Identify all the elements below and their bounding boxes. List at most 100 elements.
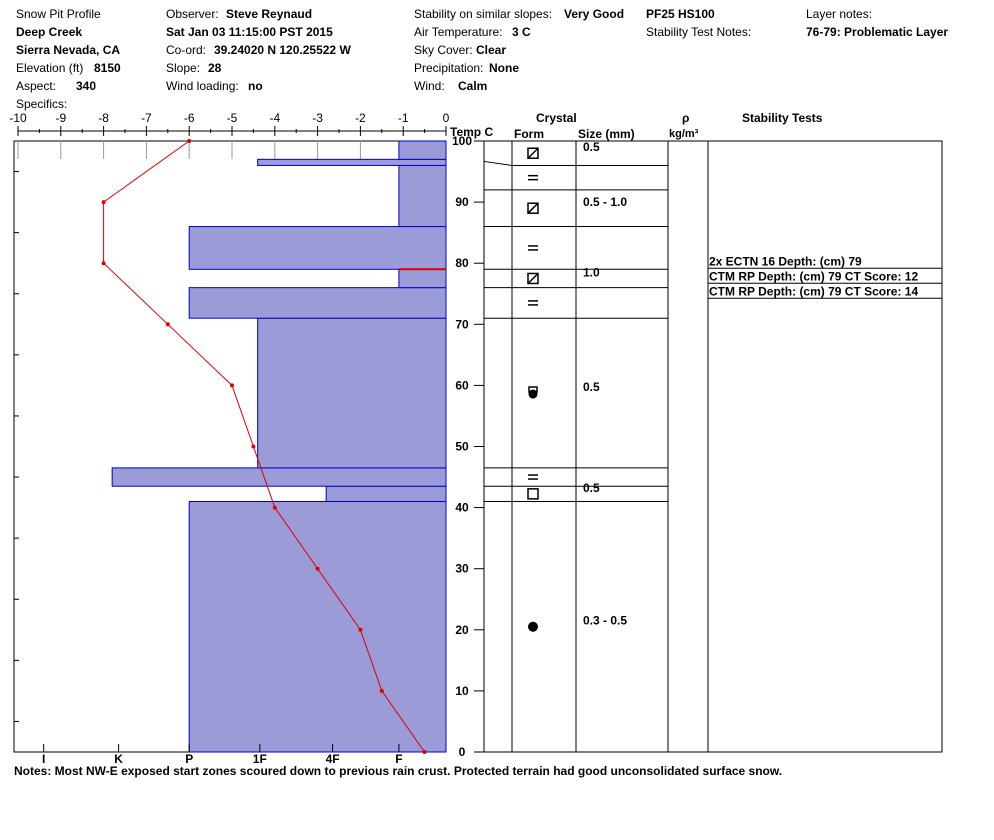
wind-loading-value: no — [248, 79, 263, 93]
crystal-size: 0.5 — [583, 481, 600, 495]
footer-notes: Notes: Most NW-E exposed start zones sco… — [14, 764, 783, 778]
hardness-label-1F: 1F — [253, 752, 267, 766]
crystal-form-melt-form-icon — [528, 621, 538, 632]
height-tick-label: 40 — [455, 501, 469, 515]
temperature-point — [101, 200, 106, 205]
region-name: Sierra Nevada, CA — [16, 43, 121, 57]
temp-tick-label: -8 — [98, 111, 109, 125]
temperature-point — [358, 627, 363, 632]
hardness-bar-8 — [257, 158, 447, 166]
crystal-size: 1.0 — [583, 265, 600, 279]
faceted-slash — [527, 202, 539, 214]
pf-hs-value: PF25 HS100 — [646, 7, 715, 21]
hardness-bar-3 — [257, 317, 447, 469]
hardness-bar-9 — [398, 140, 447, 160]
layer-connector — [483, 160, 513, 166]
slope-value: 28 — [208, 61, 222, 75]
crystal-form-faceted-icon — [527, 488, 539, 500]
crystal-form-faceted-rounded-icon — [527, 202, 539, 214]
height-tick-label: 100 — [452, 134, 472, 148]
height-tick-label: 90 — [455, 195, 469, 209]
hardness-label-I: I — [42, 752, 45, 766]
precip-value: None — [489, 61, 519, 75]
height-tick-label: 60 — [455, 378, 469, 392]
density-header: ρ — [682, 111, 690, 125]
crystal-form-faceted-rounded-icon — [527, 147, 539, 159]
crystal-size: 0.5 - 1.0 — [583, 195, 627, 209]
aspect-label: Aspect: — [16, 79, 57, 93]
temp-axis-label: Temp C — [450, 125, 493, 139]
faceted-slash — [527, 272, 539, 285]
temp-tick-label: -3 — [312, 111, 323, 125]
height-tick-label: 80 — [455, 256, 469, 270]
elevation-label: Elevation (ft) — [16, 61, 84, 75]
faceted-box — [527, 202, 539, 214]
layer-notes-label: Layer notes: — [806, 7, 873, 21]
hardness-label-4F: 4F — [326, 752, 340, 766]
temperature-point — [230, 383, 234, 388]
stability-test-0: 2x ECTN 16 Depth: (cm) 79 — [709, 254, 862, 268]
temp-tick-label: 0 — [443, 111, 450, 125]
height-tick-label: 50 — [455, 440, 469, 454]
temperature-point — [187, 139, 192, 143]
columns-frame — [483, 140, 943, 753]
crystal-form-faceted-rounded-icon — [527, 272, 539, 285]
hardness-label-K: K — [114, 752, 123, 766]
hardness-bars — [111, 140, 447, 753]
crystal-form-crust-icon — [528, 474, 538, 480]
observation-datetime: Sat Jan 03 11:15:00 PST 2015 — [166, 25, 333, 39]
coord-value: 39.24020 N 120.25522 W — [214, 43, 351, 57]
hardness-bar-0 — [188, 500, 447, 753]
temperature-point — [101, 261, 106, 266]
height-tick-label: 70 — [455, 317, 469, 331]
temp-tick-label: -1 — [398, 111, 409, 125]
form-header: Form — [514, 127, 544, 141]
stability-label: Stability on similar slopes: — [414, 7, 553, 21]
height-tick-label: 20 — [455, 623, 469, 637]
layer-columns: 0.5 0.5 - 1.0 1.0 0.5 0.5 0.3 - 0.5 — [483, 140, 943, 753]
specifics-label: Specifics: — [16, 97, 68, 111]
temp-tick-label: -6 — [184, 111, 195, 125]
air-temp-label: Air Temperature: — [414, 25, 503, 39]
coord-label: Co-ord: — [166, 43, 207, 57]
sky-label: Sky Cover: — [414, 43, 473, 57]
crystal-form-melt-freeze-icon — [528, 386, 538, 399]
faceted-box — [527, 272, 539, 285]
aspect-value: 340 — [76, 79, 97, 93]
crystal-form-crust-icon — [528, 245, 538, 251]
hardness-bar-6 — [188, 226, 447, 270]
temperature-profile — [101, 139, 427, 754]
temperature-point — [272, 505, 277, 510]
faceted-box — [527, 147, 539, 159]
temperature-point — [422, 750, 427, 754]
stability-test-1: CTM RP Depth: (cm) 79 CT Score: 12 — [709, 269, 918, 283]
height-tick-label: 0 — [459, 745, 466, 759]
temp-tick-label: -10 — [9, 111, 27, 125]
temperature-point — [379, 688, 384, 693]
crystal-form-crust-icon — [528, 300, 538, 306]
height-tick-label: 10 — [455, 684, 469, 698]
wind-label: Wind: — [414, 79, 445, 93]
hardness-label-P: P — [185, 752, 193, 766]
wind-value: Calm — [458, 79, 488, 93]
precip-label: Precipitation: — [414, 61, 484, 75]
hardness-bar-1 — [325, 485, 447, 502]
observer-label: Observer: — [166, 7, 219, 21]
hardness-bar-4 — [188, 287, 447, 319]
height-tick-label: 30 — [455, 562, 469, 576]
size-header: Size (mm) — [578, 127, 635, 141]
temperature-point — [251, 444, 256, 449]
hardness-label-F: F — [395, 752, 402, 766]
temp-tick-label: -4 — [269, 111, 280, 125]
air-temp-value: 3 C — [512, 25, 531, 39]
profile-title: Snow Pit Profile — [16, 7, 101, 21]
temp-tick-label: -7 — [141, 111, 152, 125]
sky-value: Clear — [476, 43, 507, 57]
stability-test-notes-label: Stability Test Notes: — [646, 25, 752, 39]
temp-tick-label: -5 — [227, 111, 238, 125]
temperature-point — [315, 566, 320, 571]
crystal-form-crust-icon — [528, 174, 538, 181]
crystal-size: 0.3 - 0.5 — [583, 614, 627, 628]
observer-value: Steve Reynaud — [226, 7, 313, 21]
